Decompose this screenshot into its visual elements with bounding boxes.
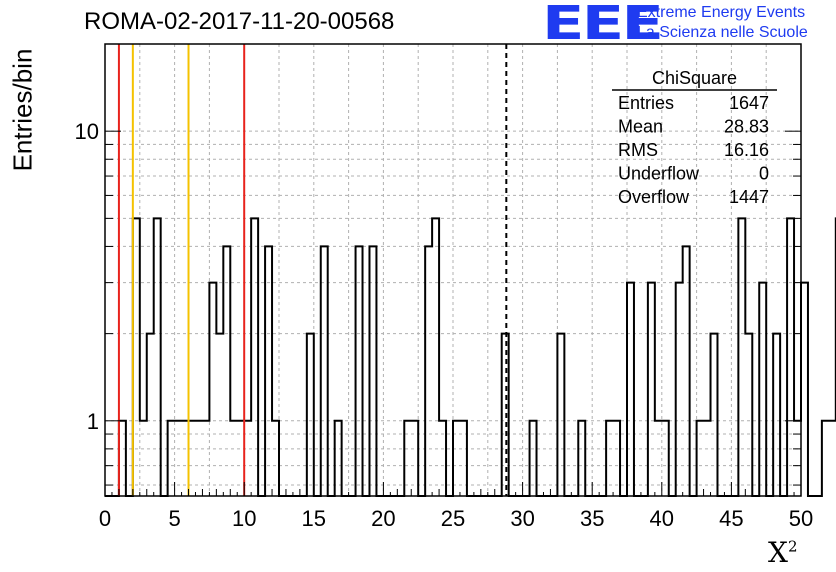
stats-row-label: RMS <box>618 140 658 160</box>
stats-row-label: Overflow <box>618 187 690 207</box>
stats-row-label: Mean <box>618 117 663 137</box>
x-axis-label-superscript: 2 <box>787 537 798 556</box>
axis-ticks: 0 5 10 15 20 25 30 35 40 45 50 1 10 <box>75 119 814 531</box>
stats-row-value: 16.16 <box>724 140 769 160</box>
x-tick-label: 10 <box>232 506 256 531</box>
stats-row-value: 0 <box>759 164 769 184</box>
x-tick-label: 30 <box>510 506 534 531</box>
x-tick-label: 0 <box>99 506 111 531</box>
y-tick-label: 10 <box>75 119 99 144</box>
logo-line-1: Extreme Energy Events <box>637 4 806 21</box>
stats-row-label: Underflow <box>618 164 700 184</box>
x-tick-label: 35 <box>580 506 604 531</box>
stats-box: ChiSquare Entries 1647 Mean 28.83 RMS 16.16 Und… <box>612 68 777 207</box>
stats-row-value: 28.83 <box>724 117 769 137</box>
x-tick-label: 40 <box>650 506 674 531</box>
marker-lines <box>117 44 508 496</box>
stats-row-value: 1647 <box>729 93 769 113</box>
stats-row-value: 1447 <box>729 187 769 207</box>
stats-row-label: Entries <box>618 93 674 113</box>
stats-box-title: ChiSquare <box>652 68 737 88</box>
x-tick-label: 20 <box>371 506 395 531</box>
x-axis-label: X2 <box>768 536 798 569</box>
logo-caption: Extreme Energy Events La Scienza nelle S… <box>637 3 808 43</box>
chart-title: ROMA-02-2017-11-20-00568 <box>84 8 395 35</box>
x-tick-label: 45 <box>719 506 743 531</box>
eee-logo: EEE <box>542 0 664 50</box>
histogram-line <box>105 217 836 497</box>
x-tick-label: 15 <box>302 506 326 531</box>
y-tick-label: 1 <box>87 409 99 434</box>
x-tick-label: 25 <box>441 506 465 531</box>
x-tick-label: 5 <box>168 506 180 531</box>
logo-line-2: La Scienza nelle Scuole <box>637 24 808 41</box>
x-tick-label: 50 <box>789 506 813 531</box>
